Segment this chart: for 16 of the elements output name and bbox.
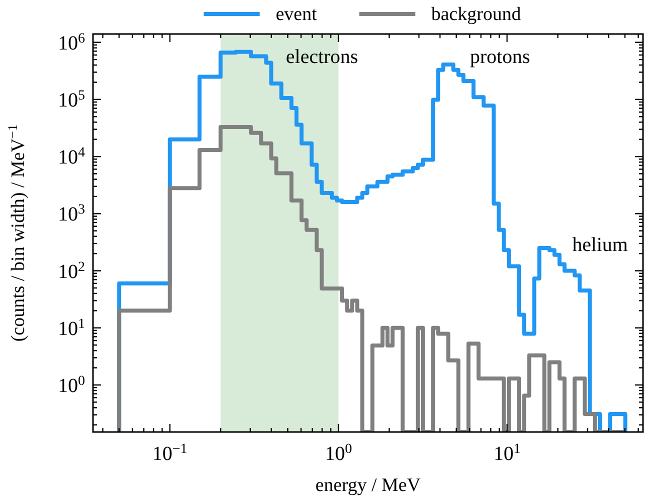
annotation: helium (572, 234, 628, 256)
x-axis-title: energy / MeV (315, 475, 421, 496)
legend-label: background (431, 4, 522, 25)
y-tick-label: 10$^{5}$ (58, 88, 85, 112)
y-tick-label: 10$^{1}$ (58, 316, 85, 340)
y-tick-label: 10$^{2}$ (58, 259, 85, 283)
y-tick-label: 10$^{0}$ (58, 373, 85, 397)
x-tick-label: 10$^{0}$ (324, 442, 352, 465)
x-tick-label: 10$^{−1}$ (152, 442, 188, 465)
annotation: electrons (286, 46, 358, 68)
y-tick-label: 10$^{6}$ (58, 30, 85, 54)
y-tick-label: 10$^{4}$ (58, 145, 85, 169)
y-tick-label: 10$^{3}$ (58, 202, 85, 226)
annotation: protons (470, 46, 530, 68)
legend-label: event (276, 4, 318, 25)
x-tick-label: 10$^{1}$ (494, 442, 521, 465)
